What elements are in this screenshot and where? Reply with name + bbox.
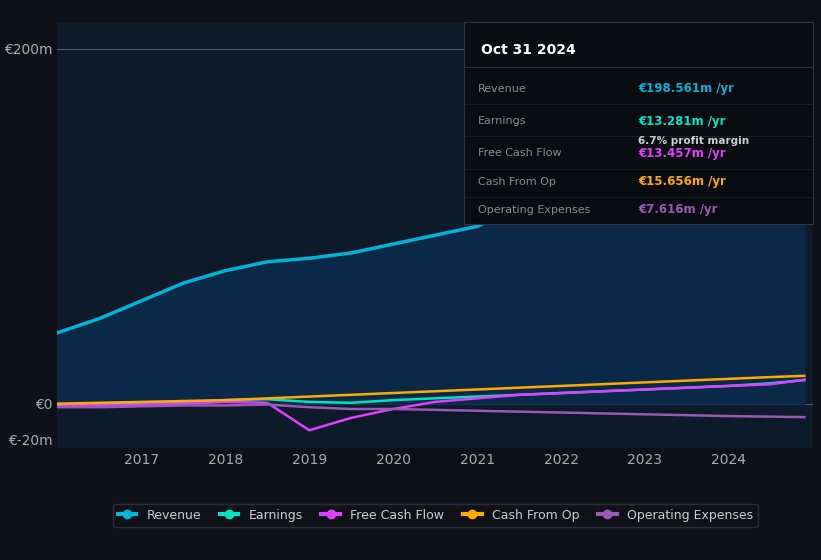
Text: €198.561m /yr: €198.561m /yr (639, 82, 734, 95)
Text: 6.7% profit margin: 6.7% profit margin (639, 136, 750, 146)
Text: Free Cash Flow: Free Cash Flow (478, 148, 562, 158)
Text: Cash From Op: Cash From Op (478, 176, 556, 186)
Text: €13.457m /yr: €13.457m /yr (639, 147, 726, 160)
Text: Operating Expenses: Operating Expenses (478, 205, 590, 215)
Text: €7.616m /yr: €7.616m /yr (639, 203, 718, 216)
Text: Oct 31 2024: Oct 31 2024 (481, 43, 576, 57)
Text: Revenue: Revenue (478, 84, 526, 94)
Text: €13.281m /yr: €13.281m /yr (639, 115, 726, 128)
Text: Earnings: Earnings (478, 116, 526, 126)
Text: €15.656m /yr: €15.656m /yr (639, 175, 727, 188)
Legend: Revenue, Earnings, Free Cash Flow, Cash From Op, Operating Expenses: Revenue, Earnings, Free Cash Flow, Cash … (112, 504, 758, 527)
